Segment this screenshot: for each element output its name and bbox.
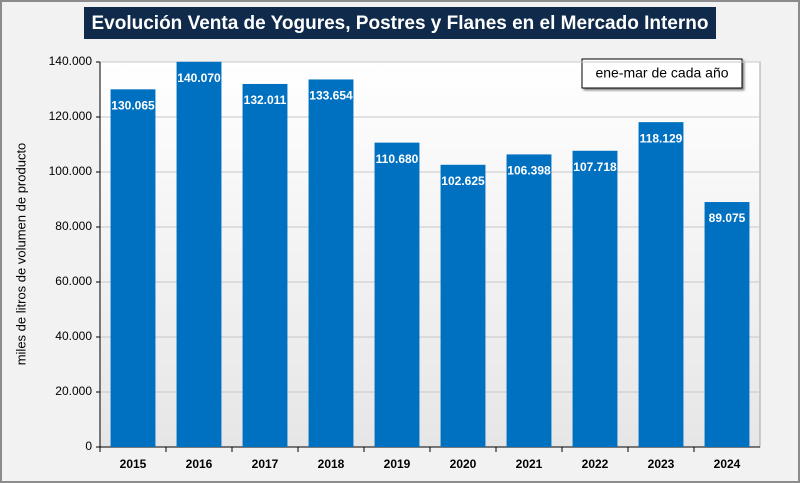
x-tick-label: 2023 [648, 457, 675, 471]
annotation-box [581, 58, 743, 89]
y-tick-label: 80.000 [55, 219, 92, 233]
y-tick-label: 60.000 [55, 274, 92, 288]
y-tick-label: 140.000 [49, 54, 93, 68]
bar [704, 202, 750, 447]
x-tick-label: 2022 [582, 457, 609, 471]
bar [506, 154, 552, 447]
chart-title: Evolución Venta de Yogures, Postres y Fl… [92, 13, 709, 34]
x-tick-label: 2016 [186, 457, 213, 471]
bar [308, 79, 354, 447]
y-tick-label: 40.000 [55, 329, 92, 343]
y-tick-label: 20.000 [55, 384, 92, 398]
bar [638, 122, 684, 447]
y-tick-label: 0 [85, 439, 92, 453]
bar [440, 164, 486, 447]
value-label: 130.065 [111, 98, 155, 112]
value-label: 132.011 [244, 93, 287, 107]
value-label: 89.075 [709, 211, 746, 225]
y-tick-label: 120.000 [49, 109, 93, 123]
x-tick-label: 2018 [318, 457, 345, 471]
value-label: 140.070 [177, 71, 221, 85]
y-axis-label: miles de litros de volumen de producto [13, 143, 28, 366]
bar [110, 89, 156, 447]
x-tick-label: 2015 [120, 457, 147, 471]
bar [374, 142, 420, 447]
value-label: 106.398 [507, 164, 551, 178]
bar [572, 150, 618, 447]
x-tick-label: 2021 [516, 457, 543, 471]
bar [242, 83, 288, 447]
title-box [84, 7, 716, 39]
value-label: 107.718 [573, 160, 617, 174]
value-label: 133.654 [309, 89, 353, 103]
value-label: 110.680 [376, 152, 419, 166]
annotation: ene-mar de cada año [595, 65, 728, 81]
x-tick-label: 2024 [714, 457, 741, 471]
x-tick-label: 2020 [450, 457, 477, 471]
x-tick-label: 2017 [252, 457, 279, 471]
y-tick-label: 100.000 [49, 164, 93, 178]
bar [176, 61, 222, 448]
value-label: 118.129 [640, 131, 683, 145]
value-label: 102.625 [441, 174, 485, 188]
x-tick-label: 2019 [384, 457, 411, 471]
